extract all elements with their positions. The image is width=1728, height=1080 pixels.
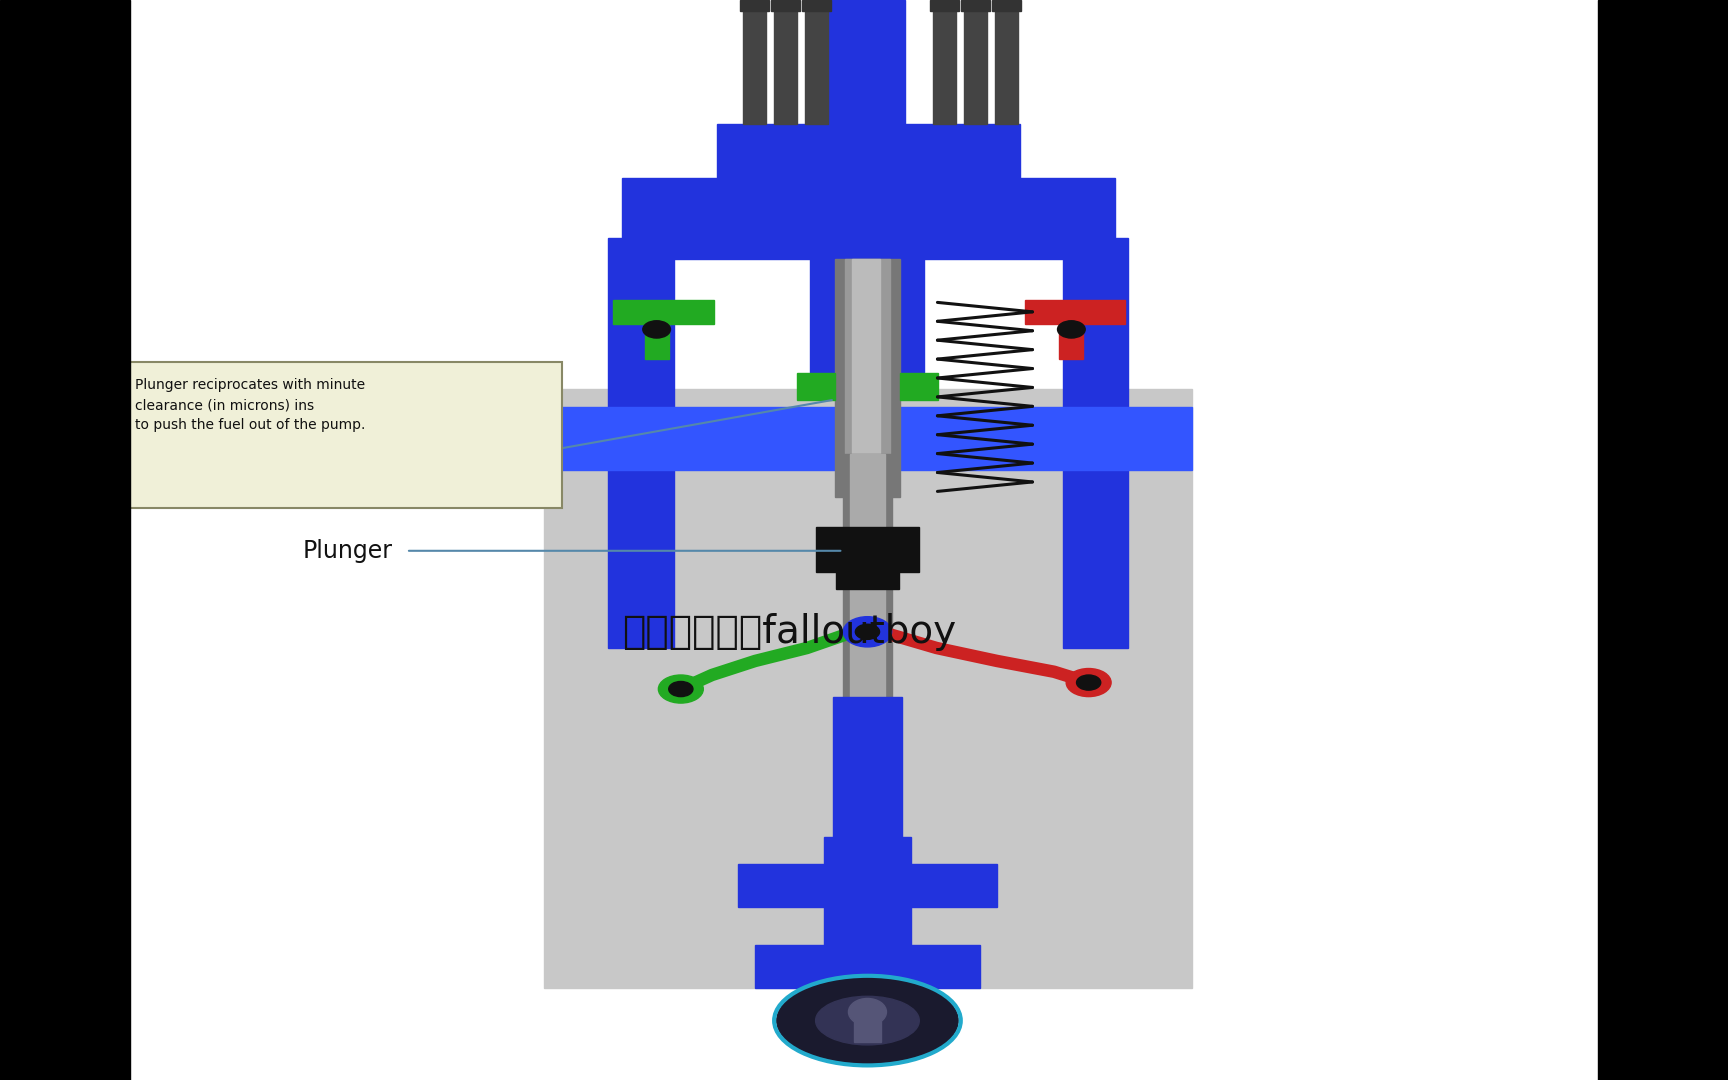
Bar <box>816 527 919 572</box>
Text: Barrel: Barrel <box>337 458 408 482</box>
Circle shape <box>843 617 892 647</box>
Bar <box>1025 300 1125 324</box>
Bar <box>771 0 800 11</box>
Circle shape <box>669 681 693 697</box>
Bar <box>810 184 924 389</box>
Bar <box>774 0 797 124</box>
Text: Plunger reciprocates with minute
clearance (in microns) ins
to push the fuel out: Plunger reciprocates with minute clearan… <box>135 378 365 432</box>
Bar <box>755 945 980 988</box>
Circle shape <box>643 321 670 338</box>
Circle shape <box>855 624 880 639</box>
Bar <box>613 300 714 324</box>
Circle shape <box>658 675 703 703</box>
Bar <box>544 407 1192 470</box>
Bar <box>845 259 890 497</box>
Text: Plunger: Plunger <box>302 539 392 563</box>
Bar <box>850 454 885 702</box>
Ellipse shape <box>776 977 957 1064</box>
Bar <box>833 697 902 842</box>
Bar <box>0 0 130 1080</box>
Bar <box>852 259 880 497</box>
Bar <box>622 178 1115 259</box>
Bar <box>995 0 1018 124</box>
Circle shape <box>1066 669 1111 697</box>
Bar <box>608 238 674 648</box>
Bar <box>1598 0 1728 1080</box>
Bar <box>836 569 899 589</box>
FancyBboxPatch shape <box>112 362 562 508</box>
Bar <box>824 902 911 956</box>
Bar <box>805 0 828 124</box>
Bar <box>717 124 1020 184</box>
Bar <box>854 1021 881 1042</box>
Bar <box>992 0 1021 11</box>
Bar <box>743 0 766 124</box>
Circle shape <box>1077 675 1101 690</box>
Text: 敜人都不值得falloutboy: 敜人都不值得falloutboy <box>622 612 956 651</box>
Ellipse shape <box>816 996 919 1045</box>
Bar <box>797 373 835 400</box>
Bar <box>933 0 956 124</box>
Bar <box>964 0 987 124</box>
Bar <box>824 837 911 869</box>
Bar <box>961 0 990 11</box>
Bar <box>1063 238 1128 648</box>
Bar <box>645 321 669 359</box>
Ellipse shape <box>848 998 886 1026</box>
Bar <box>544 389 1192 988</box>
Bar <box>930 0 959 11</box>
Bar <box>835 259 900 497</box>
Bar <box>802 0 831 11</box>
Bar <box>900 373 938 400</box>
Bar <box>843 454 892 702</box>
Circle shape <box>1058 321 1085 338</box>
Bar <box>1059 321 1083 359</box>
Bar <box>738 864 997 907</box>
Bar <box>740 0 769 11</box>
Bar <box>829 0 905 389</box>
